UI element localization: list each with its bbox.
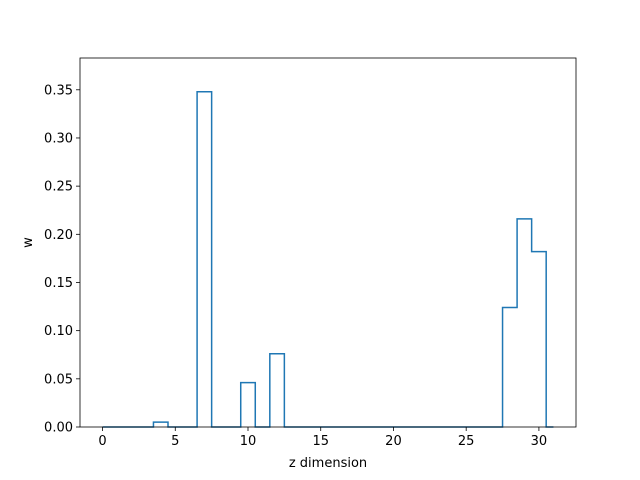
y-axis-label: w [21,237,36,248]
x-tick-label: 15 [312,434,329,449]
y-tick-label: 0.15 [44,276,73,291]
x-axis-ticks: 0 5 10 15 20 25 30 [98,427,547,449]
y-tick-label: 0.00 [44,421,73,436]
x-tick-label: 20 [385,434,402,449]
x-tick-label: 25 [458,434,475,449]
y-axis-ticks: 0.00 0.05 0.10 0.15 0.20 0.25 0.30 0.35 [44,83,80,436]
x-tick-label: 0 [98,434,106,449]
x-axis-label: z dimension [289,456,367,471]
y-tick-label: 0.05 [44,372,73,387]
x-tick-label: 10 [240,434,257,449]
x-tick-label: 5 [171,434,179,449]
y-tick-label: 0.30 [44,131,73,146]
y-tick-label: 0.35 [44,83,73,98]
y-tick-label: 0.10 [44,324,73,339]
y-tick-label: 0.25 [44,180,73,195]
x-tick-label: 30 [531,434,548,449]
plot-frame [79,57,577,428]
y-tick-label: 0.20 [44,228,73,243]
